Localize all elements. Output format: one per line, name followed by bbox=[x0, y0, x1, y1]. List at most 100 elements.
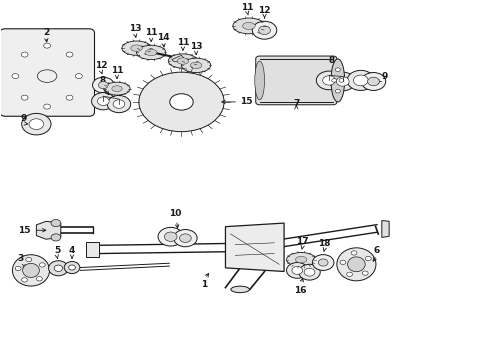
Circle shape bbox=[51, 234, 61, 241]
Text: 11: 11 bbox=[177, 38, 189, 47]
Text: 1: 1 bbox=[201, 280, 207, 289]
Ellipse shape bbox=[146, 49, 157, 56]
Ellipse shape bbox=[12, 255, 49, 286]
Circle shape bbox=[335, 89, 340, 93]
Ellipse shape bbox=[233, 18, 265, 34]
Circle shape bbox=[51, 220, 61, 227]
Text: 5: 5 bbox=[54, 246, 60, 255]
Ellipse shape bbox=[331, 59, 344, 102]
Circle shape bbox=[340, 260, 346, 265]
Ellipse shape bbox=[231, 286, 249, 293]
Text: 16: 16 bbox=[294, 286, 306, 295]
Ellipse shape bbox=[131, 45, 142, 51]
Text: 4: 4 bbox=[69, 246, 75, 255]
Circle shape bbox=[75, 73, 82, 78]
Text: 9: 9 bbox=[381, 72, 388, 81]
Circle shape bbox=[66, 95, 73, 100]
Text: 3: 3 bbox=[17, 253, 24, 262]
Circle shape bbox=[21, 52, 28, 57]
Circle shape bbox=[22, 278, 27, 282]
Ellipse shape bbox=[243, 22, 255, 30]
Ellipse shape bbox=[368, 77, 379, 86]
Ellipse shape bbox=[347, 257, 365, 272]
Ellipse shape bbox=[158, 228, 183, 246]
Ellipse shape bbox=[181, 58, 211, 72]
Ellipse shape bbox=[299, 264, 320, 280]
Circle shape bbox=[66, 52, 73, 57]
Ellipse shape bbox=[92, 93, 115, 110]
Ellipse shape bbox=[177, 58, 189, 64]
Ellipse shape bbox=[304, 268, 315, 276]
Text: 12: 12 bbox=[258, 6, 271, 15]
Ellipse shape bbox=[255, 61, 265, 100]
Ellipse shape bbox=[330, 72, 355, 91]
Circle shape bbox=[339, 78, 344, 82]
Polygon shape bbox=[36, 221, 61, 239]
Text: 8: 8 bbox=[99, 76, 105, 85]
Ellipse shape bbox=[139, 72, 224, 132]
Ellipse shape bbox=[259, 26, 270, 35]
Ellipse shape bbox=[336, 77, 349, 86]
Ellipse shape bbox=[287, 262, 308, 278]
Ellipse shape bbox=[252, 21, 277, 39]
Polygon shape bbox=[172, 55, 184, 62]
Text: 14: 14 bbox=[157, 33, 170, 42]
Circle shape bbox=[21, 95, 28, 100]
Ellipse shape bbox=[173, 230, 197, 247]
Ellipse shape bbox=[317, 71, 342, 90]
Circle shape bbox=[335, 68, 340, 71]
Circle shape bbox=[332, 78, 337, 82]
Circle shape bbox=[346, 272, 352, 276]
Ellipse shape bbox=[112, 86, 122, 91]
Ellipse shape bbox=[287, 252, 316, 267]
Text: 13: 13 bbox=[190, 42, 202, 51]
Ellipse shape bbox=[137, 45, 166, 60]
Ellipse shape bbox=[347, 70, 374, 90]
Ellipse shape bbox=[164, 232, 177, 241]
Circle shape bbox=[366, 256, 371, 261]
Ellipse shape bbox=[191, 62, 202, 68]
Ellipse shape bbox=[54, 265, 63, 271]
Circle shape bbox=[362, 271, 368, 275]
Text: 9: 9 bbox=[21, 114, 27, 123]
Ellipse shape bbox=[23, 264, 39, 278]
Text: 11: 11 bbox=[145, 28, 157, 37]
Ellipse shape bbox=[113, 100, 125, 108]
Ellipse shape bbox=[353, 75, 368, 86]
Ellipse shape bbox=[104, 82, 130, 95]
Polygon shape bbox=[382, 221, 389, 238]
FancyBboxPatch shape bbox=[0, 29, 95, 116]
Circle shape bbox=[12, 73, 19, 78]
Polygon shape bbox=[225, 223, 284, 271]
Ellipse shape bbox=[295, 256, 307, 263]
Ellipse shape bbox=[122, 41, 151, 55]
Ellipse shape bbox=[313, 255, 334, 270]
Text: 18: 18 bbox=[318, 239, 331, 248]
Ellipse shape bbox=[98, 81, 108, 89]
Text: 11: 11 bbox=[241, 3, 254, 12]
Circle shape bbox=[44, 104, 50, 109]
Text: 10: 10 bbox=[170, 209, 182, 218]
Circle shape bbox=[351, 251, 357, 255]
Text: 13: 13 bbox=[129, 24, 141, 33]
Ellipse shape bbox=[64, 261, 80, 274]
Text: 2: 2 bbox=[43, 28, 49, 37]
Ellipse shape bbox=[22, 113, 51, 135]
Circle shape bbox=[44, 43, 50, 48]
FancyBboxPatch shape bbox=[256, 56, 337, 105]
Ellipse shape bbox=[170, 94, 193, 110]
Ellipse shape bbox=[49, 261, 68, 276]
Ellipse shape bbox=[29, 119, 44, 130]
Text: 15: 15 bbox=[240, 98, 253, 107]
Ellipse shape bbox=[69, 265, 75, 270]
FancyBboxPatch shape bbox=[86, 242, 99, 257]
Circle shape bbox=[26, 257, 32, 262]
Ellipse shape bbox=[323, 76, 335, 85]
Circle shape bbox=[36, 276, 42, 281]
Ellipse shape bbox=[169, 54, 197, 68]
Circle shape bbox=[15, 266, 21, 271]
Ellipse shape bbox=[107, 95, 131, 113]
Text: 11: 11 bbox=[111, 66, 123, 75]
Text: 8: 8 bbox=[329, 56, 335, 65]
Ellipse shape bbox=[93, 77, 114, 93]
